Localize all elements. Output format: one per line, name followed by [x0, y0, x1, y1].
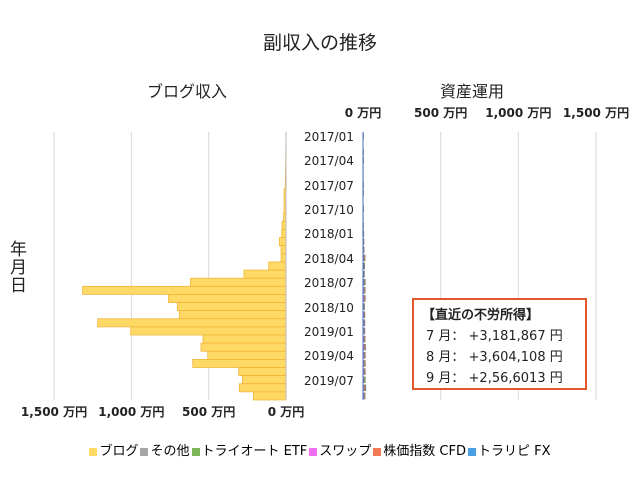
blog-bar [238, 367, 287, 376]
blog-bar [268, 261, 287, 271]
blog-bar [130, 326, 287, 336]
blog-bar [202, 334, 287, 344]
legend-item[interactable]: トラリピ FX [467, 440, 551, 459]
date-tick-label: 2017/01 [304, 130, 354, 144]
date-tick-label: 2018/01 [304, 227, 354, 242]
legend-item[interactable]: ブログ [89, 440, 138, 459]
date-tick-label: 2019/04 [304, 349, 354, 364]
date-tick-label: 2017/04 [304, 154, 354, 169]
right-subtitle: 資産運用 [440, 82, 505, 101]
blog-bar [178, 310, 287, 320]
legend-swatch [309, 447, 318, 456]
right-x-tick-label: 1,500 万円 [562, 106, 630, 120]
summary-title: 【直近の不労所得】 [422, 308, 540, 323]
blog-bar [82, 285, 287, 295]
summary-line: 8 月： +3,604,108 円 [426, 350, 563, 365]
blog-bar [280, 245, 287, 255]
legend-label: トライオート ETF [201, 444, 308, 459]
y-axis-label: 年月日 [6, 240, 26, 294]
blog-bar [190, 277, 287, 287]
left-x-tick-label: 500 万円 [182, 405, 236, 419]
date-tick-label: 2018/04 [304, 251, 354, 266]
legend-item[interactable]: スワップ [309, 440, 371, 459]
date-tick-label: 2019/07 [304, 373, 354, 388]
blog-bar [280, 253, 287, 263]
summary-line: 9 月： +2,56,6013 円 [426, 371, 563, 386]
blog-bar [238, 383, 287, 393]
date-tick-label: 2018/10 [304, 300, 354, 315]
blog-bar [281, 229, 287, 238]
blog-bar [176, 302, 287, 312]
asset-bar-segment [364, 384, 366, 392]
blog-bar [281, 220, 287, 230]
date-tick-label: 2017/07 [304, 178, 354, 193]
blog-bar [192, 359, 287, 368]
legend-label: その他 [150, 444, 190, 459]
legend-label: ブログ [99, 444, 139, 459]
legend-swatch [373, 447, 382, 456]
chart-title: 副収入の推移 [262, 32, 377, 54]
legend: ブログ その他 トライオート ETF スワップ 株価指数 CFD トラリピ FX [0, 440, 640, 459]
legend-item[interactable]: その他 [140, 440, 190, 459]
legend-item[interactable]: 株価指数 CFD [373, 440, 466, 459]
legend-label: 株価指数 CFD [383, 444, 466, 459]
right-x-tick-label: 0 万円 [344, 106, 382, 120]
date-tick-label: 2019/01 [304, 324, 354, 339]
left-x-tick-label: 0 万円 [267, 405, 305, 419]
legend-swatch [467, 447, 476, 456]
legend-swatch [89, 447, 98, 456]
date-tick-label: 2017/10 [304, 203, 354, 218]
left-x-tick-label: 1,500 万円 [20, 405, 88, 419]
legend-item[interactable]: トライオート ETF [191, 440, 308, 459]
blog-bar [207, 350, 287, 360]
legend-label: スワップ [319, 444, 372, 459]
legend-label: トラリピ FX [477, 444, 551, 459]
summary-line: 7 月： +3,181,867 円 [426, 329, 563, 344]
blog-bar [200, 342, 287, 352]
legend-swatch [191, 447, 200, 456]
date-tick-label: 2018/07 [304, 276, 354, 291]
blog-bar [278, 237, 287, 247]
right-x-tick-label: 1,000 万円 [485, 106, 552, 120]
left-x-tick-label: 1,000 万円 [98, 405, 165, 419]
income-summary-box: 【直近の不労所得】 7 月： +3,181,867 円 8 月： +3,604,… [412, 298, 587, 390]
blog-bar [242, 375, 287, 385]
blog-bar [243, 269, 287, 279]
right-x-tick-label: 500 万円 [414, 106, 468, 120]
legend-swatch [140, 447, 149, 456]
left-subtitle: ブログ収入 [147, 82, 228, 101]
blog-bar [253, 391, 287, 401]
blog-bar [167, 294, 287, 303]
blog-bar [97, 318, 287, 328]
